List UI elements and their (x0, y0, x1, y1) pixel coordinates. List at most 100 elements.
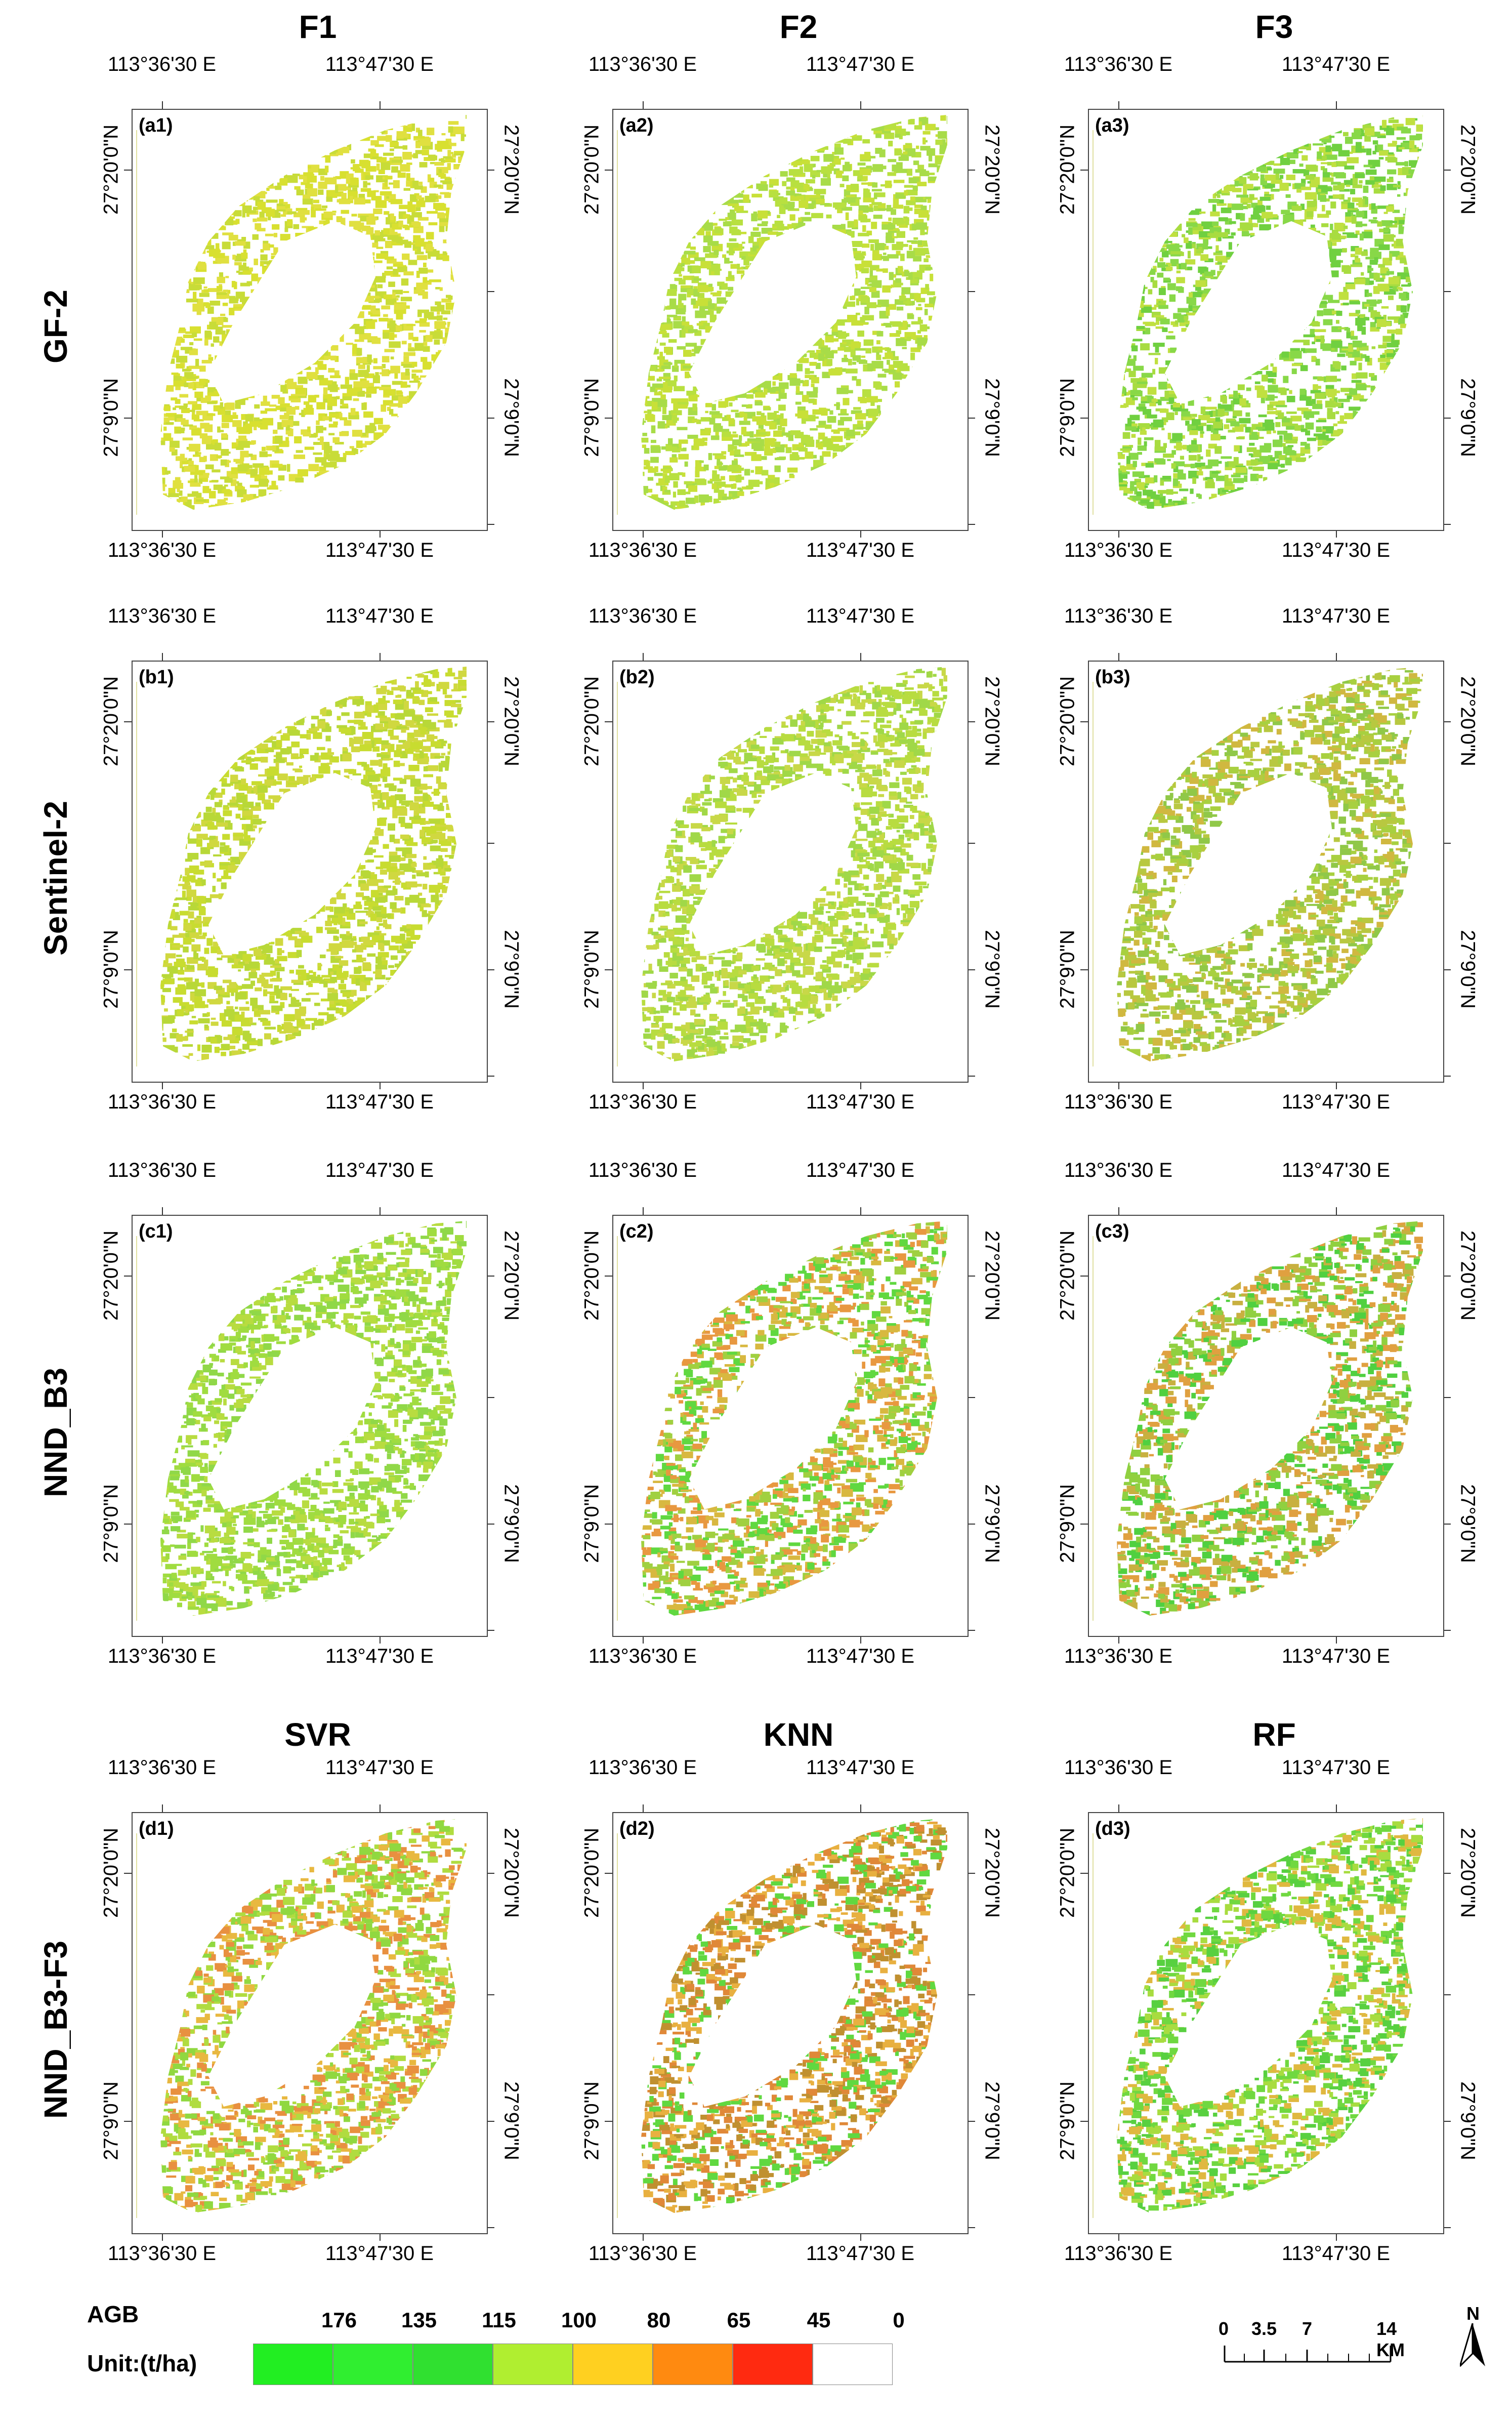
lat-label-left-bottom: 27°9'0"N (100, 930, 123, 1009)
scale-label-0: 0 (1219, 2318, 1229, 2339)
axis-tick (968, 1630, 975, 1631)
lon-label-bottom-right: 113°47'30 E (1282, 539, 1390, 562)
lon-label-bottom-left: 113°36'30 E (589, 539, 697, 562)
axis-tick (860, 530, 861, 538)
axis-tick (860, 1804, 861, 1812)
axis-tick (1118, 101, 1119, 109)
axis-tick (605, 1873, 612, 1874)
lon-label-bottom-left: 113°36'30 E (108, 2242, 216, 2265)
lon-label-top-left: 113°36'30 E (589, 605, 697, 628)
axis-tick (162, 1207, 163, 1215)
lat-label-right-bottom: 27°9'0"N (1456, 378, 1479, 457)
axis-tick (124, 969, 132, 970)
axis-tick (1080, 1873, 1088, 1874)
axis-tick (162, 1636, 163, 1644)
lat-label-right-bottom: 27°9'0"N (500, 378, 523, 457)
lon-label-top-right: 113°47'30 E (1282, 605, 1390, 628)
axis-tick (1443, 2121, 1451, 2122)
column-header-f2: F2 (780, 8, 818, 46)
lon-label-bottom-left: 113°36'30 E (108, 539, 216, 562)
axis-tick (968, 2227, 975, 2228)
map-panel-a3: 113°36'30 E 113°47'30 E 113°36'30 E 113°47'… (1032, 53, 1512, 602)
lat-label-right-top: 27°20'0"N (500, 1230, 523, 1321)
legend-unit: Unit:(t/ha) (87, 2350, 197, 2377)
axis-tick (643, 1207, 644, 1215)
scale-bar-ruler (1224, 2346, 1392, 2363)
lon-label-bottom-left: 113°36'30 E (1064, 1091, 1172, 1114)
panel-label: (a1) (139, 115, 173, 137)
lat-label-right-top: 27°20'0"N (1456, 1230, 1479, 1321)
lat-label-right-bottom: 27°9'0"N (981, 930, 1003, 1009)
axis-tick (162, 1804, 163, 1812)
lat-label-right-bottom: 27°9'0"N (981, 1484, 1003, 1563)
axis-tick (487, 1873, 494, 1874)
axis-tick (1336, 653, 1337, 661)
panel-label: (c1) (139, 1221, 173, 1243)
axis-tick (643, 2233, 644, 2241)
axis-tick (380, 1082, 381, 1089)
map-panel-b3: 113°36'30 E 113°47'30 E 113°36'30 E 113°47'… (1032, 605, 1512, 1154)
axis-tick (487, 1076, 494, 1077)
axis-tick (605, 1524, 612, 1525)
legend-swatch-80 (573, 2344, 653, 2385)
legend-value-80: 80 (647, 2308, 671, 2332)
agb-map (1093, 115, 1423, 515)
axis-tick (1080, 418, 1088, 419)
axis-tick (487, 1276, 494, 1277)
axis-tick (643, 1636, 644, 1644)
panel-label: (b1) (139, 667, 174, 688)
axis-tick (162, 101, 163, 109)
legend-swatch-45 (733, 2344, 813, 2385)
legend-value-0: 0 (893, 2308, 904, 2332)
column-header-svr: SVR (284, 1716, 351, 1753)
agb-map (1093, 667, 1423, 1066)
lon-label-top-left: 113°36'30 E (1064, 605, 1172, 628)
axis-tick (1080, 1276, 1088, 1277)
axis-tick (1443, 721, 1451, 722)
axis-tick (487, 1524, 494, 1525)
map-frame: (b2) (612, 661, 969, 1083)
axis-tick (1118, 1804, 1119, 1812)
axis-tick (1336, 101, 1337, 109)
map-panel-d3: 113°36'30 E 113°47'30 E 113°36'30 E 113°47'… (1032, 1756, 1512, 2306)
lat-label-right-bottom: 27°9'0"N (500, 2081, 523, 2160)
map-frame: (d3) (1088, 1812, 1444, 2234)
axis-tick (1443, 418, 1451, 419)
scale-bar: 0 3.5 7 14 KM (1219, 2318, 1410, 2369)
axis-tick (605, 1276, 612, 1277)
lat-label-left-top: 27°20'0"N (1057, 1828, 1079, 1918)
lon-label-top-right: 113°47'30 E (806, 1756, 914, 1779)
axis-tick (380, 1636, 381, 1644)
lat-label-right-bottom: 27°9'0"N (981, 2081, 1003, 2160)
row-header-sentinel2: Sentinel-2 (37, 801, 74, 956)
lat-label-left-bottom: 27°9'0"N (1057, 2081, 1079, 2160)
lat-label-right-top: 27°20'0"N (981, 1230, 1003, 1321)
lon-label-bottom-left: 113°36'30 E (1064, 1645, 1172, 1668)
legend-value-65: 65 (727, 2308, 751, 2332)
lat-label-left-top: 27°20'0"N (1057, 676, 1079, 766)
lon-label-bottom-left: 113°36'30 E (108, 1091, 216, 1114)
axis-tick (1118, 2233, 1119, 2241)
lon-label-bottom-right: 113°47'30 E (325, 2242, 434, 2265)
axis-tick (968, 291, 975, 292)
axis-tick (380, 101, 381, 109)
axis-tick (1118, 530, 1119, 538)
legend-swatch-65 (653, 2344, 733, 2385)
north-arrow-icon (1460, 2323, 1485, 2367)
lat-label-left-bottom: 27°9'0"N (100, 1484, 123, 1563)
lat-label-right-top: 27°20'0"N (1456, 125, 1479, 215)
lon-label-bottom-right: 113°47'30 E (1282, 1091, 1390, 1114)
lon-label-bottom-left: 113°36'30 E (589, 1645, 697, 1668)
lon-label-bottom-right: 113°47'30 E (806, 1091, 914, 1114)
axis-tick (643, 1804, 644, 1812)
panel-label: (d2) (619, 1818, 655, 1840)
lon-label-bottom-left: 113°36'30 E (1064, 539, 1172, 562)
axis-tick (380, 653, 381, 661)
axis-tick (487, 291, 494, 292)
axis-tick (605, 2121, 612, 2122)
axis-tick (1118, 653, 1119, 661)
lon-label-top-right: 113°47'30 E (325, 53, 434, 76)
lat-label-right-top: 27°20'0"N (981, 1828, 1003, 1918)
axis-tick (1080, 969, 1088, 970)
map-frame: (a2) (612, 109, 969, 531)
